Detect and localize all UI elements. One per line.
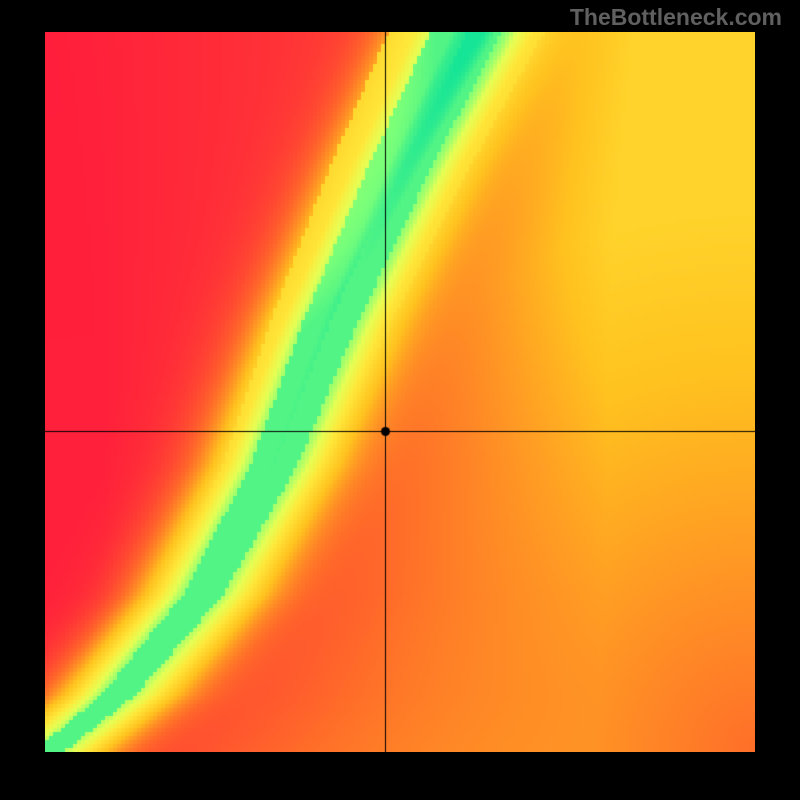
watermark-text: TheBottleneck.com: [570, 4, 782, 31]
chart-container: TheBottleneck.com: [0, 0, 800, 800]
bottleneck-heatmap: [45, 32, 755, 752]
